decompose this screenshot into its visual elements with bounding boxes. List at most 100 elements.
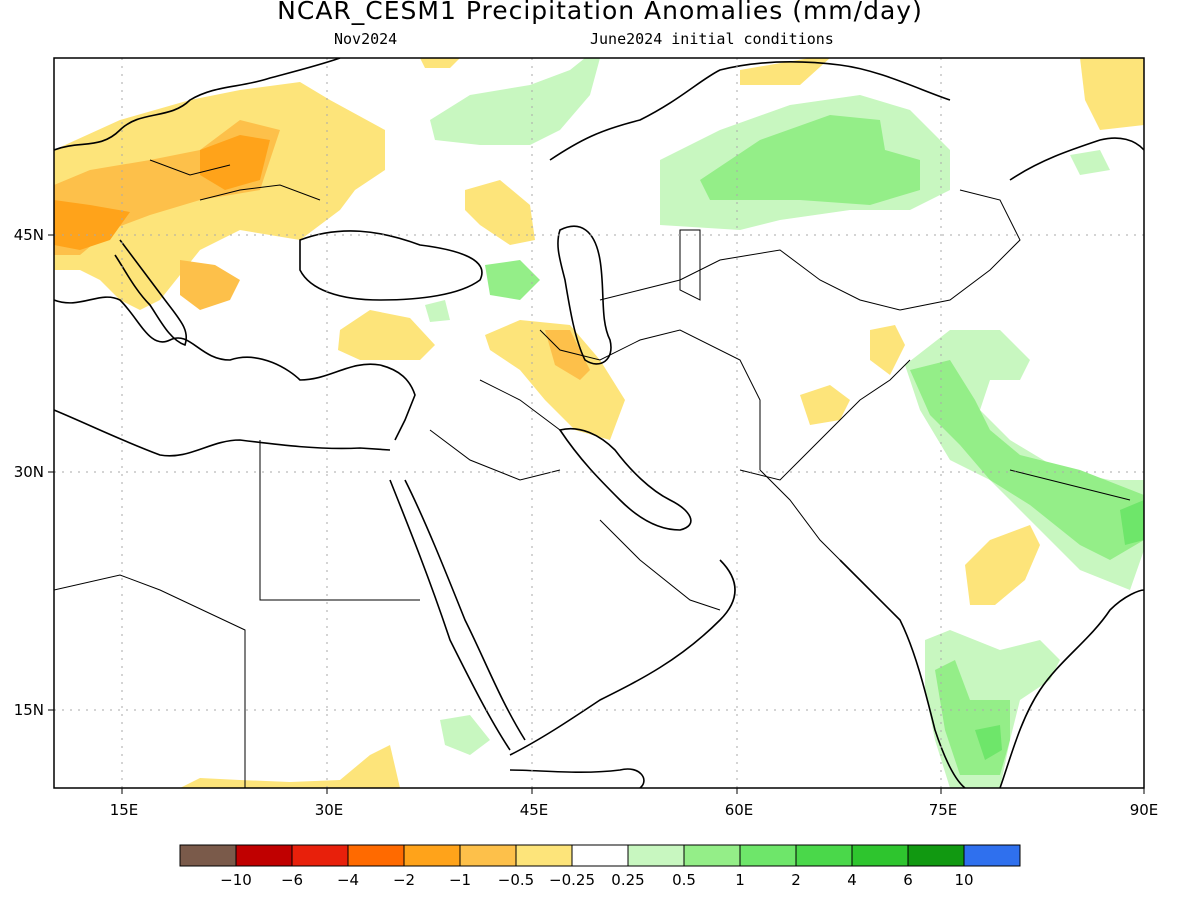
graticule xyxy=(54,58,1144,788)
colorbar-swatch xyxy=(627,844,685,867)
anomaly-region xyxy=(430,58,600,145)
colorbar-swatch xyxy=(907,844,965,867)
colorbar-label: −10 xyxy=(220,871,252,889)
black-sea xyxy=(299,230,483,301)
colorbar-label: −0.25 xyxy=(549,871,595,889)
horn-of-africa xyxy=(509,768,645,788)
border xyxy=(739,359,911,481)
initial-conditions: June2024 initial conditions xyxy=(590,30,834,48)
anomaly-region xyxy=(1120,500,1144,545)
anomaly-region xyxy=(425,300,450,322)
persian-gulf xyxy=(558,427,692,531)
border xyxy=(149,159,231,176)
anomaly-region xyxy=(910,360,1144,560)
border xyxy=(539,329,761,470)
lon-label-60e: 60E xyxy=(725,801,754,819)
map-frame xyxy=(53,57,1145,789)
lat-label-30n: 30N xyxy=(14,463,44,481)
anomaly-region xyxy=(700,115,920,205)
border xyxy=(479,379,561,431)
italy-coast xyxy=(114,239,187,347)
east-asia-coast xyxy=(1009,137,1144,181)
forecast-month: Nov2024 xyxy=(334,30,398,48)
india-west-coast xyxy=(839,559,966,788)
anomaly-region xyxy=(338,310,435,360)
colorbar-swatch xyxy=(963,844,1021,867)
map-title: NCAR_CESM1 Precipitation Anomalies (mm/d… xyxy=(277,0,923,25)
colorbar-label: −0.5 xyxy=(498,871,534,889)
border xyxy=(199,184,321,201)
axis-ticks xyxy=(48,234,1145,794)
colorbar-swatch xyxy=(795,844,853,867)
anomaly-region xyxy=(180,745,400,788)
colorbar-swatch xyxy=(403,844,461,867)
lon-label-75e: 75E xyxy=(929,801,958,819)
border xyxy=(259,440,420,601)
lat-label-45n: 45N xyxy=(14,226,44,244)
central-asia-north xyxy=(549,60,951,161)
north-africa-coast xyxy=(54,409,391,457)
border xyxy=(759,469,841,561)
caspian-sea xyxy=(557,225,612,365)
lon-label-90e: 90E xyxy=(1130,801,1159,819)
anomaly-region xyxy=(420,58,460,68)
india-east-coast xyxy=(999,589,1144,788)
mediterranean-north-coast xyxy=(54,296,416,441)
colorbar-label: −1 xyxy=(449,871,471,889)
anomaly-region xyxy=(54,200,130,250)
anomaly-region xyxy=(965,525,1040,605)
border xyxy=(429,429,561,481)
colorbar-label: −4 xyxy=(337,871,359,889)
anomaly-region xyxy=(485,260,540,300)
lon-label-15e: 15E xyxy=(110,801,139,819)
anomaly-region xyxy=(1070,150,1110,175)
anomaly-region xyxy=(200,135,270,190)
colorbar-swatch xyxy=(347,844,405,867)
red-sea-west xyxy=(389,479,511,751)
colorbar-swatch xyxy=(235,844,293,867)
colorbar-swatch xyxy=(683,844,741,867)
colorbar-swatch xyxy=(291,844,349,867)
lon-label-45e: 45E xyxy=(520,801,549,819)
border xyxy=(679,229,701,301)
colorbar-label: 2 xyxy=(791,871,801,889)
colorbar-swatch xyxy=(459,844,517,867)
colorbar-swatch xyxy=(851,844,909,867)
europe-coast xyxy=(54,58,341,151)
anomaly-region xyxy=(440,715,490,755)
anomaly-region xyxy=(180,260,240,310)
colorbar-swatch xyxy=(515,844,573,867)
coastlines xyxy=(54,58,1144,788)
country-borders xyxy=(54,159,1131,788)
red-sea-east xyxy=(404,479,526,741)
anomaly-region xyxy=(975,725,1002,760)
anomaly-region xyxy=(800,385,850,425)
anomaly-region xyxy=(740,58,830,85)
arabia-south-coast xyxy=(509,559,736,756)
colorbar-label: 0.25 xyxy=(611,871,644,889)
anomaly-region xyxy=(870,325,905,375)
colorbar-label: −6 xyxy=(281,871,303,889)
colorbar-label: 1 xyxy=(735,871,745,889)
anomaly-region xyxy=(1080,58,1144,130)
colorbar-swatch xyxy=(179,844,237,867)
anomaly-region xyxy=(485,320,625,440)
anomaly-region xyxy=(545,330,590,380)
colorbar-swatch xyxy=(571,844,629,867)
anomaly-region xyxy=(465,180,535,245)
colorbar-swatch xyxy=(739,844,797,867)
colorbar: −10 −6 −4 −2 −1 −0.5 −0.25 0.25 0.5 1 2 4 6 10 xyxy=(179,844,1021,889)
border xyxy=(899,189,1021,311)
colorbar-label: 6 xyxy=(903,871,913,889)
colorbar-label: −2 xyxy=(393,871,415,889)
border xyxy=(54,574,246,788)
lon-label-30e: 30E xyxy=(315,801,344,819)
anomaly-shading xyxy=(54,58,1144,788)
lat-label-15n: 15N xyxy=(14,701,44,719)
border xyxy=(599,249,901,311)
border xyxy=(599,519,721,611)
colorbar-label: 10 xyxy=(954,871,973,889)
colorbar-label: 4 xyxy=(847,871,857,889)
colorbar-label: 0.5 xyxy=(672,871,696,889)
